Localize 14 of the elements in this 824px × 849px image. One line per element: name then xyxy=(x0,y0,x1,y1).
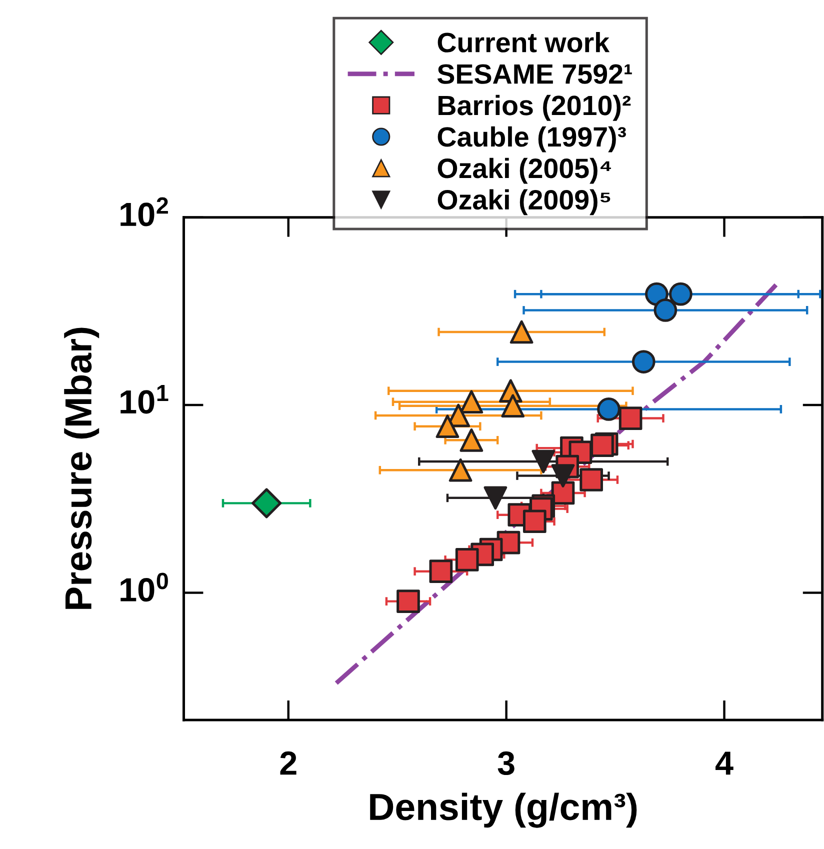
y-tick-label: 10$^{0}$ xyxy=(120,572,168,602)
x-tick-label: 3 xyxy=(498,751,514,776)
y-tick-label: 10$^{2}$ xyxy=(120,197,168,226)
x-axis-title: Density (g/cm³) xyxy=(370,792,637,828)
legend-label: Barrios (2010)² xyxy=(438,94,631,121)
legend-label: Ozaki (2005)⁴ xyxy=(438,158,611,184)
y-axis-title: Pressure (Mbar) xyxy=(64,328,100,609)
legend-label: SESAME 7592¹ xyxy=(437,64,632,84)
x-tick-label: 4 xyxy=(716,752,734,775)
legend-label: Ozaki (2009)⁵ xyxy=(438,189,610,216)
y-tick-label: 10$^{1}$ xyxy=(120,384,168,414)
legend-label: Current work xyxy=(438,32,610,52)
legend-label: Cauble (1997)³ xyxy=(438,126,626,152)
x-tick-label: 2 xyxy=(280,751,296,775)
